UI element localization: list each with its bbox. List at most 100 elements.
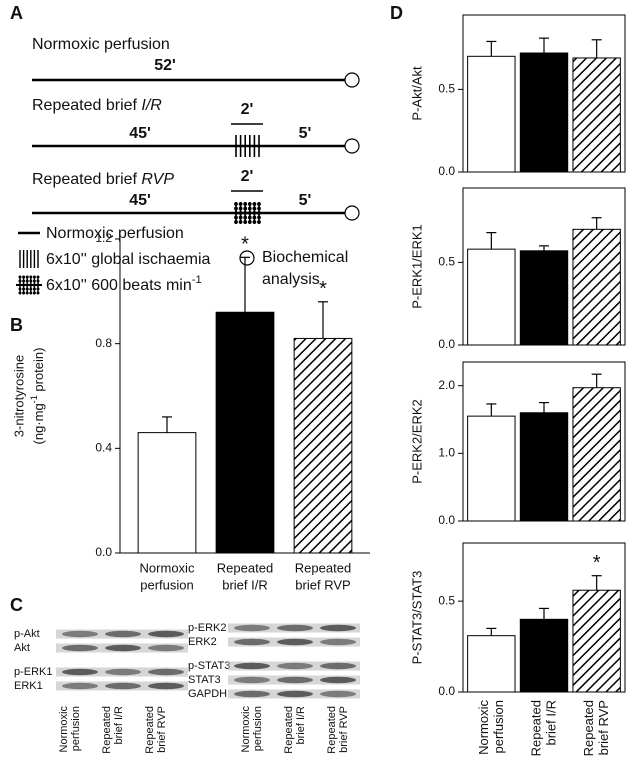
y-axis-label: P-ERK2/ERK2 (409, 399, 424, 484)
duration: 45' (129, 125, 151, 142)
legend-bead (36, 275, 40, 279)
legend-text: analysis (262, 271, 320, 288)
bar (467, 55, 516, 173)
pacing-bead (243, 215, 248, 220)
x-tick-label: perfusion (491, 700, 506, 753)
legend-bead (18, 287, 22, 291)
pacing-bead (238, 215, 243, 220)
blot-band (320, 662, 356, 670)
y-tick-label: 2.0 (438, 378, 455, 392)
lane-label: Normoxic (58, 706, 70, 753)
pacing-bead (257, 215, 261, 220)
blot-label: ERK1 (14, 680, 43, 692)
legend-bead (32, 275, 36, 279)
y-tick-label: 0.0 (438, 513, 455, 527)
pacing-bead (234, 211, 238, 215)
x-tick-label: brief I/R (543, 700, 558, 746)
x-tick-label: Normoxic (140, 560, 195, 575)
legend-circle (239, 250, 255, 266)
blot-band (320, 624, 356, 632)
y-axis-label: 3-nitrotyrosine (11, 355, 26, 437)
lane-label: brief RVP (338, 706, 350, 753)
lane-label: brief I/R (113, 706, 125, 745)
y-tick-label: 0.5 (438, 255, 455, 269)
blot-label: Akt (14, 642, 30, 654)
pacing-bead (247, 211, 252, 215)
pacing-bead (252, 211, 257, 215)
duration: 45' (129, 192, 151, 209)
blot-band (62, 644, 98, 652)
pacing-bead (247, 215, 252, 220)
bar (519, 250, 569, 346)
panel-label: B (10, 315, 23, 335)
y-axis-label: P-STAT3/STAT3 (409, 571, 424, 665)
legend-bead (36, 287, 40, 291)
pacing-bead (252, 206, 257, 211)
y-tick-label: 0.8 (95, 336, 112, 350)
blot-band (320, 690, 356, 698)
x-tick-label: perfusion (140, 577, 193, 592)
legend-text: Normoxic perfusion (46, 225, 184, 242)
y-axis-label: P-Akt/Akt (409, 66, 424, 121)
y-tick-label: 0.5 (438, 593, 455, 607)
y-tick-label: 0.4 (95, 441, 112, 455)
y-tick-label: 1.0 (438, 446, 455, 460)
blot-band (62, 682, 98, 690)
bar (519, 52, 569, 173)
legend-bead (32, 287, 36, 291)
y-tick-label: 0.0 (438, 684, 455, 698)
blot-label: ERK2 (188, 636, 217, 648)
blot-band (234, 624, 270, 632)
blot-label: GAPDH (188, 688, 227, 700)
bar (467, 635, 516, 693)
pacing-bead (243, 220, 248, 224)
significance: * (241, 234, 249, 256)
end-marker (344, 205, 360, 221)
bar (519, 618, 569, 693)
y-tick-label: 0.0 (95, 545, 112, 559)
blot-label: p-Akt (14, 628, 40, 640)
y-tick-label: 0.5 (438, 82, 455, 96)
legend-bead (32, 291, 36, 295)
duration: 5' (299, 125, 312, 142)
blot-band (234, 690, 270, 698)
blot-label: STAT3 (188, 674, 221, 686)
bar (467, 415, 516, 522)
legend-bead (29, 291, 33, 295)
end-marker (344, 138, 360, 154)
legend-text: 6x10'' global ischaemia (46, 251, 211, 268)
pacing-bead (257, 220, 261, 224)
y-axis-label: (ng·mg-1 protein) (29, 348, 46, 445)
duration: 52' (154, 57, 176, 74)
lane-label: Normoxic (240, 706, 252, 753)
blot-band (234, 662, 270, 670)
pacing-bead (247, 206, 252, 211)
pacing-bead (252, 215, 257, 220)
pacing-bead (238, 220, 243, 224)
bar (467, 248, 516, 346)
legend-bead (29, 287, 33, 291)
protocol-title: Repeated brief I/R (32, 97, 162, 114)
significance: * (593, 552, 601, 574)
pacing-bead (234, 202, 238, 206)
lane-label: Repeated (101, 706, 113, 754)
significance: * (319, 278, 327, 300)
x-tick-label: Repeated (217, 560, 273, 575)
lane-label: Repeated (144, 706, 156, 754)
pacing-bead (252, 202, 257, 206)
lane-label: Repeated (283, 706, 295, 754)
protocol-title-part: Repeated brief (32, 97, 141, 114)
legend-bead (25, 279, 29, 283)
bar (293, 337, 353, 554)
x-tick-label: brief RVP (295, 577, 350, 592)
bar (519, 412, 569, 522)
blot-label: p-ERK2 (188, 622, 227, 634)
blot-band (148, 630, 184, 638)
blot-band (277, 638, 313, 646)
legend-bead (29, 279, 33, 283)
y-tick-label: 0.0 (438, 337, 455, 351)
x-tick-label: Repeated (295, 560, 351, 575)
legend-bead (36, 279, 40, 283)
legend-text-part: -1 (192, 274, 202, 286)
y-tick-label: 0.0 (438, 164, 455, 178)
